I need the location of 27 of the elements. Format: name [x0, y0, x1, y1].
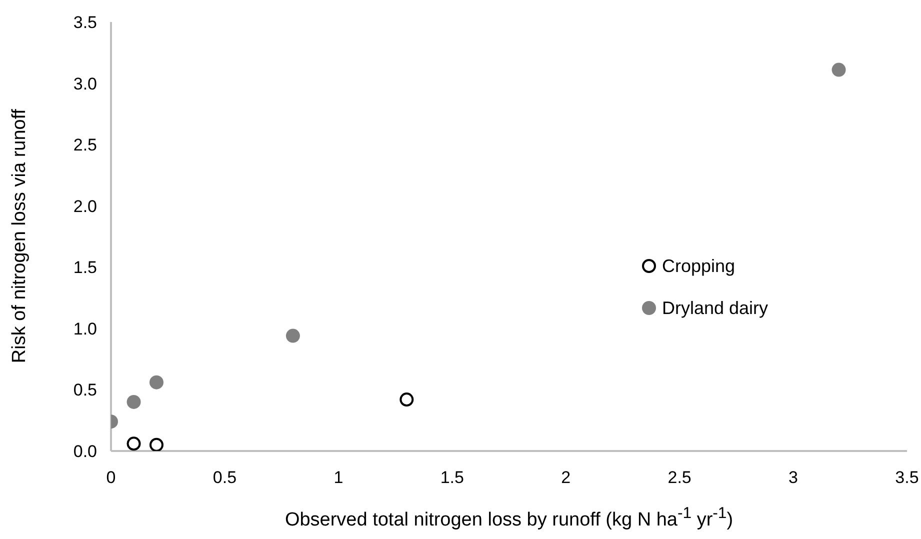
y-tick-label: 0.0 — [73, 442, 97, 462]
x-tick-label: 3.5 — [895, 468, 919, 488]
y-tick-label: 2.0 — [73, 196, 97, 216]
point — [400, 392, 414, 407]
x-tick-label: 1.5 — [440, 468, 464, 488]
y-tick-label: 3.0 — [73, 74, 97, 94]
point — [126, 394, 141, 409]
point — [832, 62, 846, 77]
x-tick-label: 3 — [788, 468, 798, 488]
y-axis-title: Risk of nitrogen loss via runoff — [9, 108, 31, 364]
x-tick-label: 1 — [334, 468, 344, 488]
x-tick-label: 0 — [106, 468, 116, 488]
x-tick-label: 0.5 — [212, 468, 237, 488]
y-tick-label: 1.5 — [73, 258, 97, 278]
y-tick-label: 2.5 — [73, 136, 97, 155]
legend-label: Cropping — [662, 256, 736, 276]
point — [126, 436, 141, 451]
point — [286, 328, 300, 343]
y-tick-label: 1.0 — [73, 319, 97, 338]
x-tick-label: 2.5 — [668, 468, 692, 488]
point — [149, 438, 164, 451]
y-tick-label: 0.5 — [73, 380, 97, 400]
x-tick-label: 2 — [561, 468, 571, 488]
point — [149, 375, 164, 390]
y-tick-label: 3.5 — [73, 13, 97, 32]
x-axis-title: Observed total nitrogen loss by runoff (kg N ha$^{-1}$ yr$^{-1}$) — [284, 505, 734, 532]
legend-label: Dryland dairy — [662, 298, 768, 318]
